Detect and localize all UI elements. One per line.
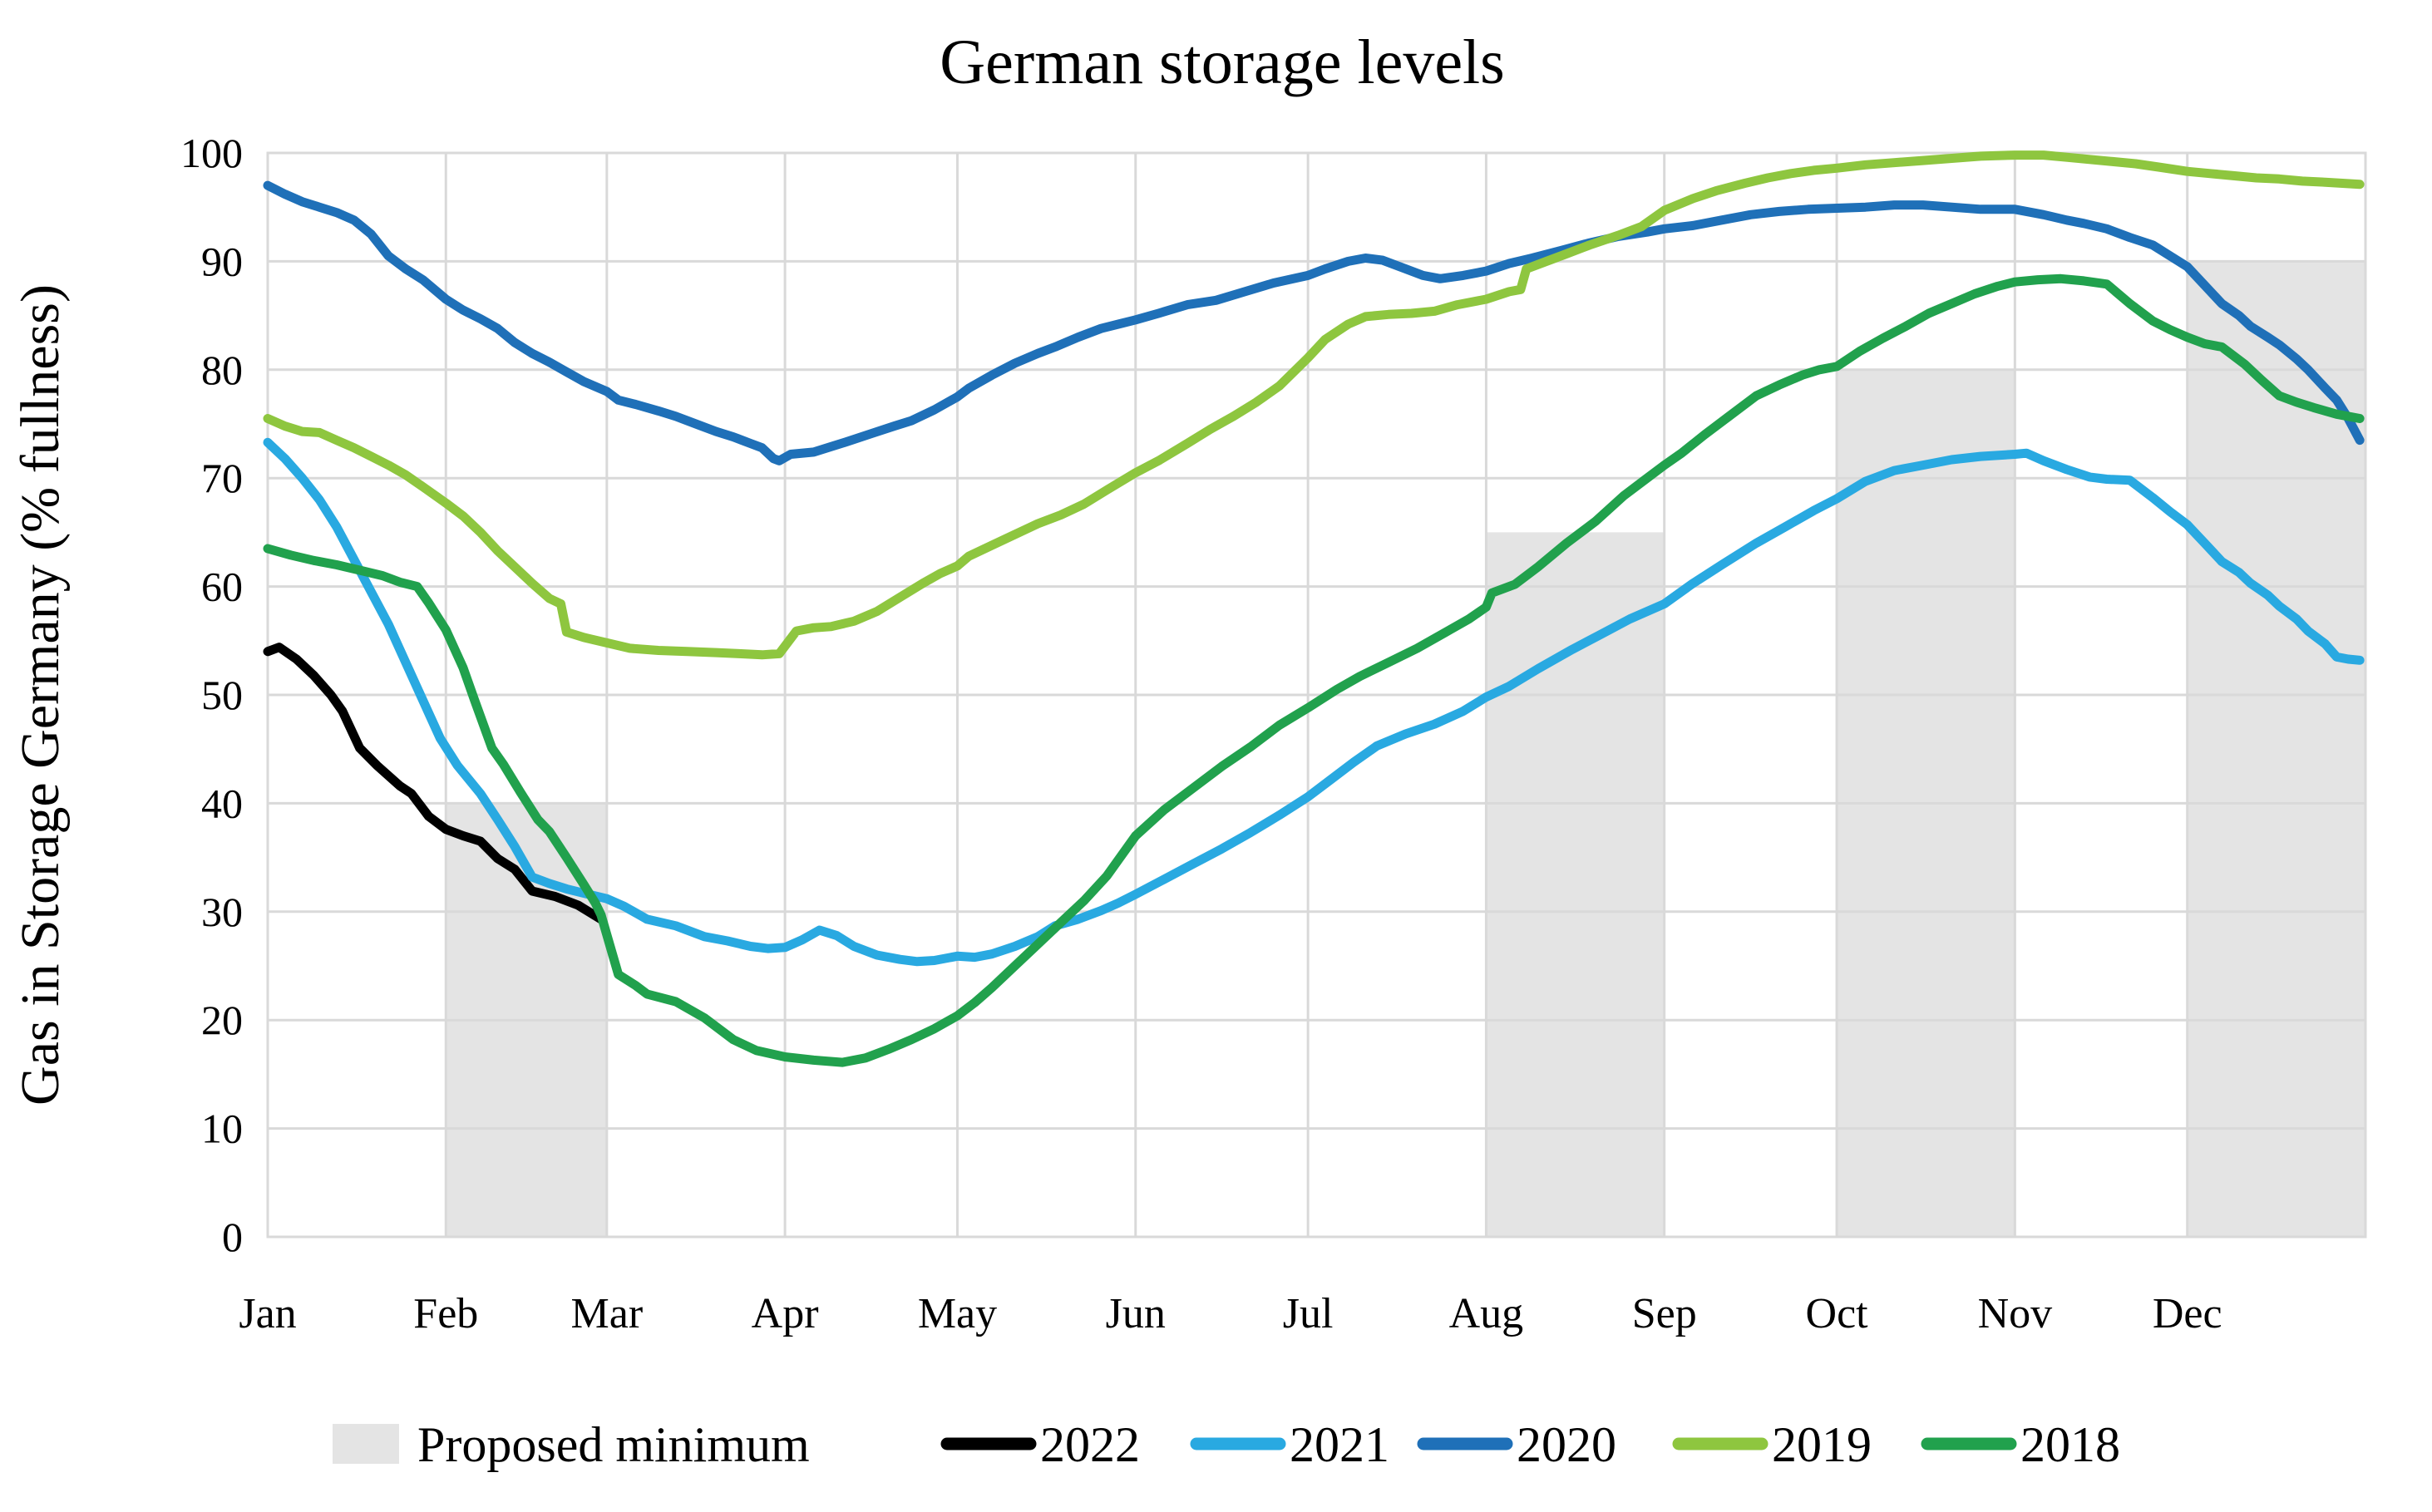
y-tick-60: 60 [201, 564, 243, 610]
series-2022-line [263, 643, 606, 924]
y-tick-40: 40 [201, 780, 243, 826]
y-tick-50: 50 [201, 672, 243, 718]
series-2020-line [263, 180, 2365, 465]
proposed-minimum-bars [446, 261, 2365, 1237]
x-tick-jul: Jul [1283, 1290, 1334, 1337]
y-tick-20: 20 [201, 997, 243, 1043]
legend-item-2020: 2020 [1417, 1417, 1616, 1472]
y-axis-title: Gas in Storage Germany (% fullness) [10, 284, 71, 1106]
legend-item-proposed-minimum: Proposed minimum [333, 1417, 810, 1472]
legend-swatch-proposed-minimum [333, 1424, 399, 1464]
legend-item-2019: 2019 [1672, 1417, 1872, 1472]
legend-label: 2022 [1040, 1417, 1140, 1472]
series-lines [263, 150, 2365, 1067]
legend-label: 2019 [1772, 1417, 1872, 1472]
axis-tick-labels: 0 10 20 30 40 50 60 70 80 90 100 Jan Feb Mar Apr May Jun… [180, 130, 2222, 1337]
y-tick-70: 70 [201, 455, 243, 501]
x-tick-feb: Feb [413, 1290, 478, 1337]
gridlines [266, 151, 2367, 1239]
legend-label: 2021 [1290, 1417, 1389, 1472]
x-tick-aug: Aug [1449, 1290, 1524, 1337]
legend-label: 2020 [1517, 1417, 1616, 1472]
x-tick-nov: Nov [1978, 1290, 2053, 1337]
legend-item-2018: 2018 [1921, 1417, 2120, 1472]
y-tick-0: 0 [222, 1214, 243, 1260]
legend-label: Proposed minimum [417, 1417, 810, 1472]
x-tick-may: May [918, 1290, 997, 1337]
minimum-bar-aug [1486, 532, 1665, 1237]
x-tick-apr: Apr [752, 1290, 819, 1337]
x-tick-dec: Dec [2153, 1290, 2222, 1337]
series-2021-line [263, 437, 2365, 967]
legend-label: 2018 [2020, 1417, 2120, 1472]
minimum-bar-dec [2187, 261, 2365, 1237]
y-tick-90: 90 [201, 238, 243, 284]
y-tick-30: 30 [201, 889, 243, 935]
x-tick-jan: Jan [239, 1290, 296, 1337]
x-tick-oct: Oct [1806, 1290, 1869, 1337]
chart-title: German storage levels [940, 27, 1505, 97]
legend: Proposed minimum 2022 2021 2020 2019 2018 [333, 1417, 2120, 1472]
legend-item-2021: 2021 [1190, 1417, 1389, 1472]
y-tick-100: 100 [180, 130, 243, 176]
y-tick-80: 80 [201, 347, 243, 393]
series-2018-line [263, 273, 2365, 1067]
plot-border [266, 151, 2367, 1239]
x-tick-sep: Sep [1632, 1290, 1697, 1337]
legend-item-2022: 2022 [940, 1417, 1140, 1472]
x-tick-jun: Jun [1106, 1290, 1166, 1337]
x-tick-mar: Mar [571, 1290, 644, 1337]
y-tick-10: 10 [201, 1106, 243, 1152]
series-2019-line [263, 150, 2365, 660]
